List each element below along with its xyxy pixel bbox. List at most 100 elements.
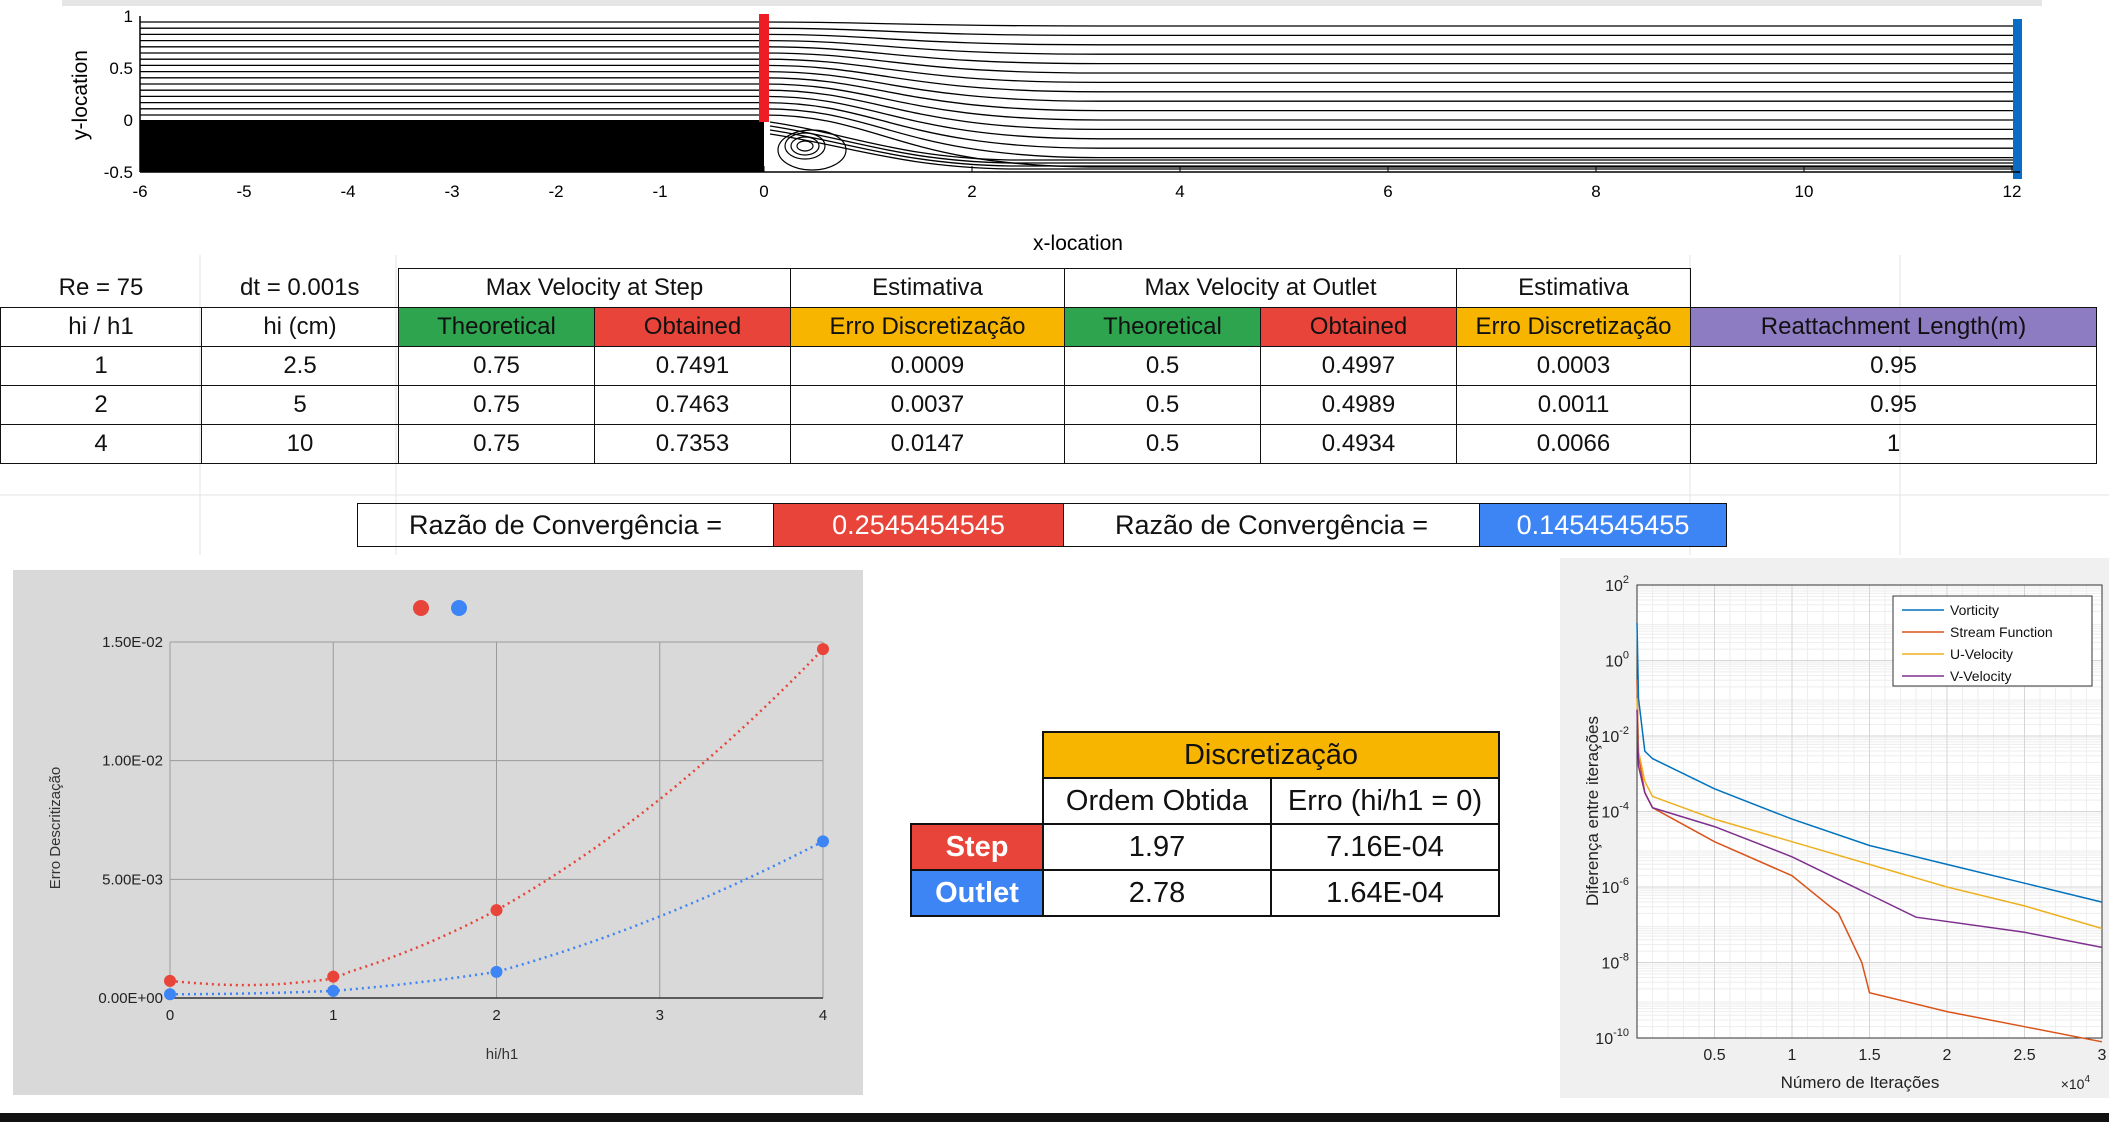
- streamline: [140, 27, 2013, 37]
- streamline: [140, 83, 2013, 121]
- data-point: [327, 970, 340, 983]
- re-label: Re = 75: [58, 273, 144, 301]
- err-ylabel: Erro Descritização: [47, 767, 64, 890]
- trend-line: [170, 840, 824, 996]
- x-tick-label: 0: [759, 182, 768, 201]
- x-tick-label: 8: [1591, 182, 1600, 201]
- table-header-row: hi / h1 hi (cm) Theoretical Obtained Err…: [0, 307, 2097, 347]
- convergence-value-step: 0.2545454545: [773, 503, 1064, 547]
- x-tick-label: 3: [2098, 1047, 2107, 1064]
- streamline: [140, 21, 2013, 27]
- streamline: [769, 121, 2013, 161]
- cell: 2.78: [1042, 869, 1272, 917]
- streamline: [140, 77, 2013, 112]
- x-tick-label: 1.5: [1858, 1047, 1880, 1064]
- table-row: 4 10 0.75 0.7353 0.0147 0.5 0.4934 0.0066 1: [0, 424, 2097, 464]
- streamline: [769, 133, 2013, 170]
- cell: 0.4997: [1260, 346, 1457, 386]
- x-tick-label: -2: [548, 182, 563, 201]
- legend-label: V-Velocity: [1950, 668, 2011, 684]
- cell: 0.0009: [790, 346, 1065, 386]
- series-line: [1636, 622, 2103, 903]
- data-point: [817, 835, 829, 848]
- streamline-plot: -6 -5 -4 -3 -2 -1 0 2 4 6 8 10 12 1 0.5 0 -0.5 x-locatio…: [69, 7, 2022, 250]
- cell: 2.5: [201, 346, 399, 386]
- discretizacao-title: Discretização: [1042, 731, 1500, 779]
- cell: 1: [1690, 424, 2097, 464]
- col-header: Erro (hi/h1 = 0): [1270, 777, 1500, 825]
- col-header: hi / h1: [0, 307, 202, 347]
- table-row: Outlet 2.78 1.64E-04: [910, 869, 1500, 917]
- streamline: [140, 101, 2013, 149]
- x-tick-label: -4: [340, 182, 355, 201]
- flow-axes: -6 -5 -4 -3 -2 -1 0 2 4 6 8 10 12 1 0.5 0 -0.5: [104, 7, 2022, 201]
- flow-ylabel: y-location: [69, 50, 92, 140]
- y-tick-label: 5.00E-03: [102, 871, 163, 888]
- x-scale-label: ×104: [2061, 1074, 2091, 1092]
- x-tick-label: -3: [444, 182, 459, 201]
- step-block: [140, 120, 764, 172]
- x-tick-label: 12: [2003, 182, 2022, 201]
- cell: 0.75: [398, 385, 595, 425]
- table-row: 1 2.5 0.75 0.7491 0.0009 0.5 0.4997 0.0003 0…: [0, 346, 2097, 386]
- col-header: Obtained: [594, 307, 791, 347]
- cell: 0.95: [1690, 346, 2097, 386]
- table-header-row: Ordem Obtida Erro (hi/h1 = 0): [911, 777, 1500, 825]
- estimativa-header: Estimativa: [1456, 268, 1691, 308]
- log-ylabel: Diferença entre iterações: [1583, 716, 1602, 906]
- legend-label: U-Velocity: [1950, 646, 2013, 662]
- streamlines: [140, 21, 2013, 170]
- col-header: Erro Discretização: [790, 307, 1065, 347]
- cell: 10: [201, 424, 399, 464]
- col-header: Obtained: [1260, 307, 1457, 347]
- step-row-label: Step: [910, 823, 1044, 871]
- cell: 0.7353: [594, 424, 791, 464]
- streamline: [140, 108, 2013, 159]
- cell: 0.5: [1064, 424, 1261, 464]
- error-chart: 0 1 2 3 4 0.00E+00 5.00E-03 1.00E-02 1.50E-02 hi…: [13, 570, 863, 1095]
- x-tick-label: 2: [492, 1007, 500, 1024]
- table-header-row: Discretização: [911, 731, 1500, 779]
- cell: 1.97: [1042, 823, 1272, 871]
- cell: 0.4934: [1260, 424, 1457, 464]
- outlet-marker: [2013, 19, 2022, 179]
- cell: 0.7463: [594, 385, 791, 425]
- streamline: [140, 89, 2013, 131]
- discretizacao-table: Discretização Ordem Obtida Erro (hi/h1 =…: [910, 731, 1500, 917]
- cell: 0.0037: [790, 385, 1065, 425]
- streamline: [140, 46, 2013, 65]
- col-header: hi (cm): [201, 307, 399, 347]
- data-point: [164, 974, 176, 987]
- col-header: Ordem Obtida: [1042, 777, 1272, 825]
- streamline: [140, 58, 2013, 84]
- chart-legend: Vorticity Stream Function U-Velocity V-Velo…: [1892, 595, 2093, 687]
- convergence-value-outlet: 0.1454545455: [1479, 503, 1727, 547]
- cell: 0.0003: [1456, 346, 1691, 386]
- data-point: [490, 904, 503, 917]
- cell: 0.75: [398, 424, 595, 464]
- cell: 7.16E-04: [1270, 823, 1500, 871]
- x-tick-label: -6: [132, 182, 147, 201]
- dt-label: dt = 0.001s: [240, 273, 360, 301]
- streamline: [769, 129, 2013, 167]
- col-header: Theoretical: [398, 307, 595, 347]
- flow-xlabel: x-location: [1033, 232, 1123, 250]
- cell: 0.75: [398, 346, 595, 386]
- x-tick-label: 0: [166, 1007, 174, 1024]
- streamline: [140, 64, 2013, 93]
- cell: 0.5: [1064, 385, 1261, 425]
- streamline: [140, 52, 2013, 74]
- cell: 0.4989: [1260, 385, 1457, 425]
- recirculation-vortex: [777, 129, 847, 171]
- legend-marker-step: [413, 600, 429, 616]
- cell: 1: [0, 346, 202, 386]
- y-tick-label: 0.00E+00: [98, 990, 163, 1007]
- x-tick-label: 2: [1943, 1047, 1952, 1064]
- col-header: Reattachment Length(m): [1690, 307, 2097, 347]
- cell: 0.7491: [594, 346, 791, 386]
- step-group-header: Max Velocity at Step: [398, 268, 791, 308]
- chart-legend: [413, 600, 467, 616]
- results-table: Re = 75 dt = 0.001s Max Velocity at Step…: [0, 268, 2097, 464]
